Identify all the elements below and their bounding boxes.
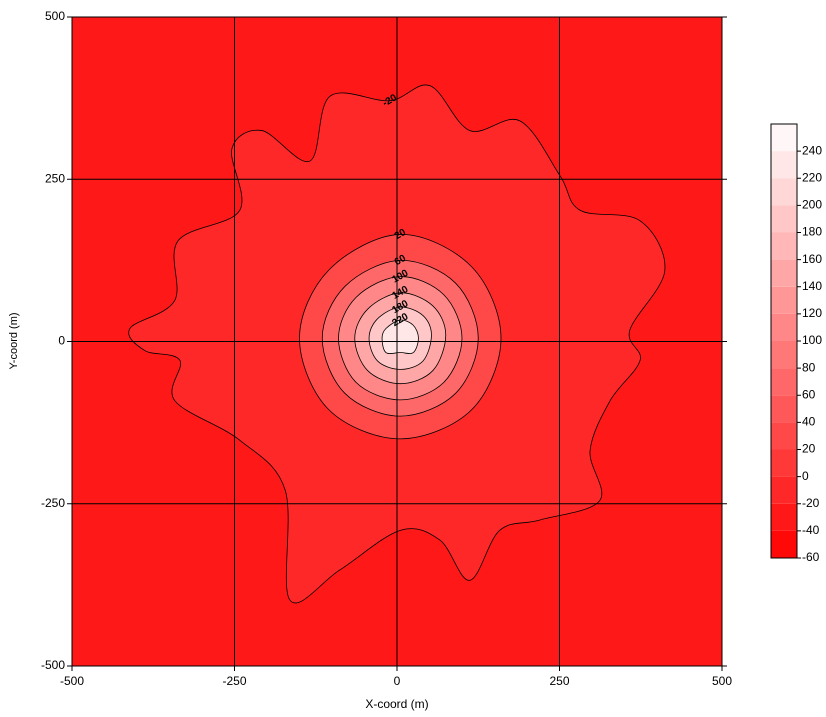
colorbar-swatch: [771, 205, 797, 233]
colorbar-label: 220: [802, 170, 822, 184]
colorbar-swatch: [771, 151, 797, 179]
colorbar-label: -40: [802, 523, 820, 537]
colorbar-frame: [770, 123, 798, 559]
colorbar-label: 40: [802, 415, 816, 429]
y-tick-label: 0: [58, 334, 65, 348]
colorbar-swatch: [771, 449, 797, 477]
y-tick-label: -250: [41, 496, 65, 510]
x-tick-label: 250: [549, 674, 569, 688]
colorbar-swatch: [771, 395, 797, 423]
colorbar-swatch: [771, 530, 797, 558]
colorbar-swatch: [771, 178, 797, 206]
colorbar-label: 20: [802, 442, 816, 456]
colorbar-swatch: [771, 368, 797, 396]
plot-frame: [71, 16, 723, 667]
colorbar-label: 160: [802, 252, 822, 266]
colorbar-label: -60: [802, 550, 820, 564]
colorbar-label: 140: [802, 279, 822, 293]
x-axis-label: X-coord (m): [365, 697, 428, 711]
colorbar-label: 60: [802, 387, 816, 401]
contour: [381, 319, 419, 354]
colorbar-swatch: [771, 259, 797, 287]
colorbar-swatch: [771, 422, 797, 450]
colorbar-label: 180: [802, 225, 822, 239]
y-tick-label: 500: [45, 9, 65, 23]
y-tick-label: -500: [41, 658, 65, 672]
colorbar-label: 240: [802, 143, 822, 157]
colorbar-label: -20: [802, 496, 820, 510]
colorbar-label: 100: [802, 333, 822, 347]
colorbar-swatch: [771, 124, 797, 152]
x-tick-label: -500: [60, 674, 84, 688]
colorbar-label: 80: [802, 360, 816, 374]
colorbar-swatch: [771, 232, 797, 260]
y-tick-label: 250: [45, 171, 65, 185]
colorbar-label: 120: [802, 306, 822, 320]
colorbar-label: 0: [802, 469, 809, 483]
x-tick-label: 0: [394, 674, 401, 688]
x-tick-label: 500: [712, 674, 732, 688]
colorbar-label: 200: [802, 198, 822, 212]
colorbar-swatch: [771, 503, 797, 531]
x-tick-label: -250: [222, 674, 246, 688]
colorbar-swatch: [771, 476, 797, 504]
colorbar-swatch: [771, 313, 797, 341]
colorbar-swatch: [771, 341, 797, 369]
y-axis-label: Y-coord (m): [8, 312, 20, 369]
colorbar-swatch: [771, 286, 797, 314]
